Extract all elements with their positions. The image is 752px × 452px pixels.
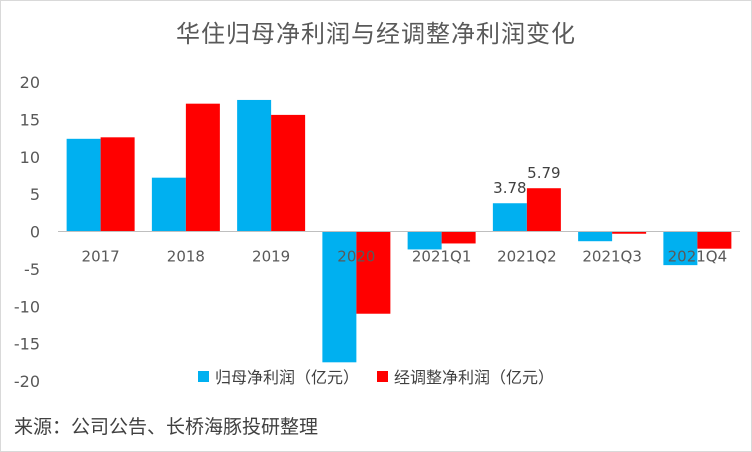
chart-title: 华住归母净利润与经调整净利润变化: [176, 20, 576, 48]
data-label: 3.78: [493, 179, 526, 197]
x-tick-labels: 2017 2018 2019 2020 2021Q1 2021Q2 2021Q3 2021Q4: [82, 248, 728, 266]
y-tick-label: 0: [30, 223, 40, 242]
source-note: 来源：公司公告、长桥海豚投研整理: [14, 416, 319, 438]
bar-s2-2020: [356, 231, 391, 314]
legend-item-series1: 归母净利润（亿元）: [197, 364, 359, 388]
legend-label-series2: 经调整净利润（亿元）: [394, 368, 555, 387]
bar-s1-2019: [237, 99, 272, 232]
bar-s1-2020: [322, 231, 357, 363]
bar-s2-2019: [271, 114, 306, 232]
x-tick-label: 2021Q1: [412, 248, 472, 266]
bar-s2-2017: [100, 137, 135, 232]
y-tick-label: 15: [20, 110, 40, 129]
y-tick-label: -10: [14, 297, 40, 316]
x-tick-label: 2021Q2: [497, 248, 557, 266]
x-tick-label: 2017: [82, 248, 120, 266]
legend-label-series1: 归母净利润（亿元）: [214, 368, 359, 387]
y-tick-label: 5: [30, 185, 40, 204]
y-tick-label: 10: [20, 148, 40, 167]
bar-s1-2021Q4: [663, 231, 698, 266]
legend: 归母净利润（亿元） 经调整净利润（亿元）: [0, 364, 752, 388]
y-tick-labels: 20 15 10 5 0 -5 -10 -15 -20: [14, 73, 40, 391]
data-label: 5.79: [527, 164, 560, 182]
bar-s1-2017: [66, 138, 101, 232]
y-tick-label: -15: [14, 335, 40, 354]
bar-s2-2021Q4: [697, 231, 732, 249]
bar-s1-2021Q2: [492, 203, 527, 232]
y-tick-label: 20: [20, 73, 40, 92]
data-labels: 3.785.79: [493, 164, 560, 197]
bar-s1-2021Q3: [578, 231, 613, 242]
legend-swatch-series2: [377, 370, 388, 382]
bar-s2-2021Q1: [441, 231, 476, 244]
bar-s2-2021Q2: [526, 188, 561, 232]
bar-s1-2018: [151, 177, 186, 232]
y-tick-label: -5: [24, 260, 40, 279]
legend-swatch-series1: [197, 370, 209, 382]
x-tick-label: 2021Q4: [668, 248, 728, 266]
x-tick-label: 2019: [252, 248, 290, 266]
x-tick-label: 2020: [337, 248, 375, 266]
bar-s2-2018: [185, 103, 220, 232]
x-tick-label: 2021Q3: [582, 248, 642, 266]
bars-group: [66, 99, 732, 363]
legend-item-series2: 经调整净利润（亿元）: [377, 364, 554, 388]
x-tick-label: 2018: [167, 248, 205, 266]
bar-s1-2021Q1: [407, 231, 442, 250]
bar-s2-2021Q3: [612, 231, 647, 234]
y-tick-label: -20: [14, 372, 40, 391]
